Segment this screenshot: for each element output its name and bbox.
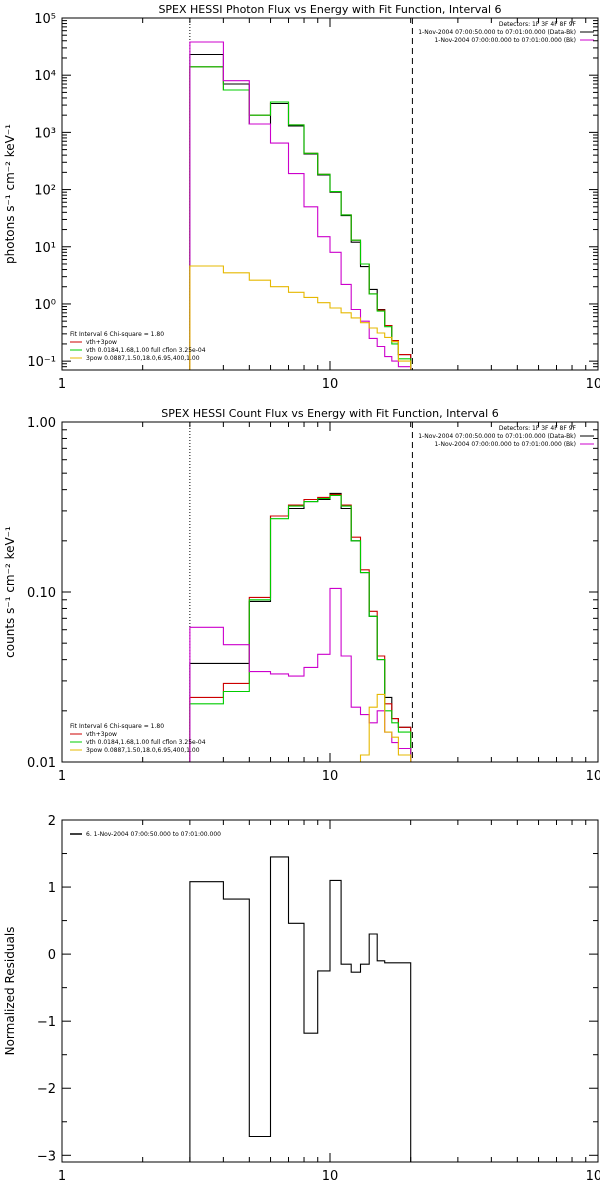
legend-text: vth+3pow <box>86 731 117 738</box>
plot-frame <box>61 421 599 763</box>
x-tick-label: 10 <box>322 377 339 392</box>
chart-panel-3: Normalized Residuals 1 10 100 −3 −2 −1 0 1 2 6. 1-… <box>3 814 600 1184</box>
legend-text: Fit Interval 6 Chi-square = 1.80 <box>70 331 164 338</box>
info-text: 1-Nov-2004 07:00:50.000 to 07:01:00.000 … <box>418 433 576 440</box>
series-line-1 <box>189 856 412 1162</box>
x-tick-label: 1 <box>58 769 66 784</box>
plot-frame <box>61 819 599 1163</box>
y-tick-label: 10² <box>34 184 56 199</box>
chart-title: SPEX HESSI Count Flux vs Energy with Fit… <box>161 407 498 420</box>
y-tick-label: 0 <box>48 948 56 963</box>
x-tick-label: 100 <box>586 1169 600 1184</box>
x-tick-label: 100 <box>586 377 600 392</box>
legend-text: vth 0.0184,1.68,1.00 full cflon 3.25e-04 <box>86 739 206 746</box>
y-tick-label: 10⁻¹ <box>27 355 56 370</box>
y-tick-label: −2 <box>37 1082 56 1097</box>
x-tick-label: 1 <box>58 377 66 392</box>
series-line-1 <box>189 53 412 370</box>
y-tick-label: 0.10 <box>27 586 56 601</box>
y-tick-label: −3 <box>37 1149 56 1164</box>
chart-panel-2: SPEX HESSI Count Flux vs Energy with Fit… <box>3 407 600 784</box>
chart-title: SPEX HESSI Photon Flux vs Energy with Fi… <box>158 3 501 16</box>
info-text: Detectors: 1F 3F 4F 8F 9F <box>499 425 577 432</box>
y-tick-label: 10⁵ <box>34 12 56 27</box>
legend-text: Fit Interval 6 Chi-square = 1.80 <box>70 723 164 730</box>
info-text: 1-Nov-2004 07:00:00.000 to 07:01:00.000 … <box>434 441 576 448</box>
legend-text: 6. 1-Nov-2004 07:00:50.000 to 07:01:00.0… <box>86 831 221 838</box>
y-tick-label: 10³ <box>34 126 56 141</box>
series-line-4 <box>189 41 412 370</box>
legend-text: 3pow 0.0887,1.50,18.0,6.95,400,1.00 <box>86 355 200 362</box>
series-line-5 <box>189 693 412 763</box>
y-axis-label: Normalized Residuals <box>3 927 17 1056</box>
y-tick-label: 2 <box>48 814 56 829</box>
legend-text: vth 0.0184,1.68,1.00 full cflon 3.25e-04 <box>86 347 206 354</box>
y-tick-label: 10⁴ <box>34 69 56 84</box>
y-tick-label: 1.00 <box>27 416 56 431</box>
info-text: Detectors: 1F 3F 4F 8F 9F <box>499 21 577 28</box>
x-tick-label: 100 <box>586 769 600 784</box>
y-tick-label: 10⁰ <box>34 298 56 313</box>
info-text: 1-Nov-2004 07:00:50.000 to 07:01:00.000 … <box>418 29 576 36</box>
x-tick-label: 10 <box>322 769 339 784</box>
legend-text: vth+3pow <box>86 339 117 346</box>
legend-text: 3pow 0.0887,1.50,18.0,6.95,400,1.00 <box>86 747 200 754</box>
series-line-5 <box>189 265 412 370</box>
y-axis-label: counts s⁻¹ cm⁻² keV⁻¹ <box>3 526 17 658</box>
y-tick-label: −1 <box>37 1015 56 1030</box>
series-line-3 <box>189 66 412 370</box>
y-tick-label: 10¹ <box>34 241 56 256</box>
y-tick-label: 0.01 <box>27 756 56 771</box>
chart-panel-1: SPEX HESSI Photon Flux vs Energy with Fi… <box>3 3 600 392</box>
info-text: 1-Nov-2004 07:00:00.000 to 07:01:00.000 … <box>434 37 576 44</box>
series-line-3 <box>189 494 412 762</box>
series-line-2 <box>189 66 412 370</box>
plot-frame <box>61 17 599 371</box>
x-tick-label: 1 <box>58 1169 66 1184</box>
x-tick-label: 10 <box>322 1169 339 1184</box>
y-tick-label: 1 <box>48 881 56 896</box>
y-axis-label: photons s⁻¹ cm⁻² keV⁻¹ <box>3 124 17 264</box>
